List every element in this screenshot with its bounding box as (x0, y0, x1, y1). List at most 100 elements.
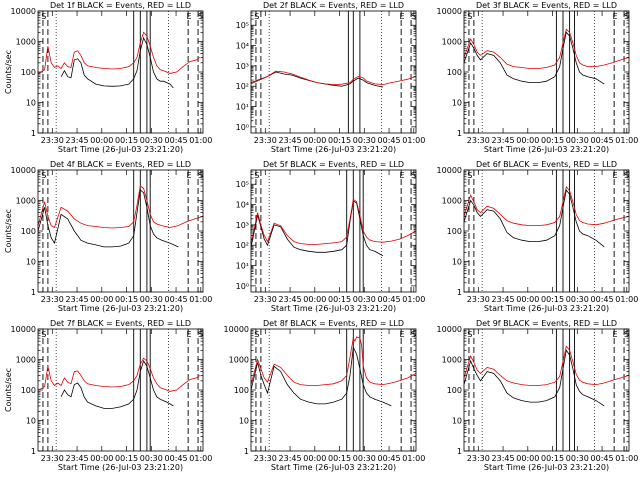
x-axis-label: Start Time (26-Jul-03 23:21:20) (484, 463, 609, 472)
x-tick-label: 00:30 (353, 454, 376, 463)
y-tick-label: 1 (31, 447, 36, 456)
x-tick-label: 23:45 (279, 454, 302, 463)
corner-tag: S (254, 330, 259, 339)
y-tick-label: 10 (26, 99, 36, 108)
corner-tag: S (254, 12, 259, 21)
corner-tag: S (41, 12, 46, 21)
y-tick-label: 1000 (16, 197, 36, 206)
y-tick-label: 10⁴ (236, 42, 249, 51)
y-tick-label: 100 (21, 386, 36, 395)
x-tick-label: 00:45 (378, 295, 401, 304)
x-tick-label: 23:30 (254, 454, 277, 463)
y-tick-label: 1 (31, 288, 36, 297)
corner-tag: S (198, 171, 203, 180)
x-axis-label: Start Time (26-Jul-03 23:21:20) (484, 145, 609, 154)
corner-tag: S (624, 12, 629, 21)
x-axis-label: Start Time (26-Jul-03 23:21:20) (58, 304, 183, 313)
y-tick-label: 10⁵ (236, 21, 249, 30)
y-tick-label: 1000 (16, 38, 36, 47)
series-line-lld (250, 336, 417, 386)
x-tick-label: 23:45 (492, 295, 515, 304)
x-tick-label: 00:00 (516, 295, 539, 304)
y-tick-label: 1000 (16, 356, 36, 365)
y-axis-label: Counts/sec (4, 50, 13, 94)
corner-tag: S (411, 171, 416, 180)
corner-tag: S (198, 330, 203, 339)
x-tick-label: 00:45 (591, 295, 614, 304)
corner-tag: S (624, 171, 629, 180)
series-line-events (250, 346, 392, 407)
y-tick-label: 100 (234, 386, 249, 395)
plot-frame (37, 10, 204, 134)
series-line-events (250, 200, 384, 257)
y-tick-label: 10000 (224, 325, 249, 334)
panel-title: Det 4f BLACK = Events, RED = LLD (50, 160, 191, 169)
x-tick-label: 23:45 (492, 454, 515, 463)
y-tick-label: 1000 (442, 197, 462, 206)
y-tick-label: 1 (457, 288, 462, 297)
x-tick-label: 01:00 (189, 454, 212, 463)
plot-frame (37, 169, 204, 293)
series-line-lld (250, 198, 417, 245)
series-line-lld (463, 345, 630, 386)
series-line-lld (463, 186, 630, 227)
corner-tag: S (467, 12, 472, 21)
x-tick-label: 23:30 (41, 136, 64, 145)
x-tick-label: 00:30 (140, 136, 163, 145)
x-tick-label: 00:15 (115, 454, 138, 463)
x-tick-label: 23:45 (279, 136, 302, 145)
plot-frame (463, 328, 630, 452)
x-tick-label: 00:45 (165, 136, 188, 145)
x-tick-label: 00:00 (303, 136, 326, 145)
x-tick-label: 00:00 (90, 136, 113, 145)
x-tick-label: 23:45 (492, 136, 515, 145)
x-tick-label: 00:45 (165, 454, 188, 463)
corner-tag: E (613, 12, 618, 21)
x-tick-label: 01:00 (402, 454, 425, 463)
x-tick-label: 00:00 (303, 295, 326, 304)
x-tick-label: 00:00 (90, 295, 113, 304)
series-line-events (60, 36, 174, 89)
x-axis-label: Start Time (26-Jul-03 23:21:20) (271, 463, 396, 472)
panel-title: Det 1f BLACK = Events, RED = LLD (50, 1, 191, 10)
x-tick-label: 00:00 (90, 454, 113, 463)
x-axis-label: Start Time (26-Jul-03 23:21:20) (271, 304, 396, 313)
x-tick-label: 00:15 (328, 295, 351, 304)
corner-tag: S (198, 12, 203, 21)
series-line-lld (37, 357, 200, 392)
y-tick-label: 1 (31, 129, 36, 138)
corner-tag: S (624, 330, 629, 339)
panel-title: Det 5f BLACK = Events, RED = LLD (263, 160, 404, 169)
y-tick-label: 1 (457, 447, 462, 456)
x-tick-label: 01:00 (615, 454, 638, 463)
x-tick-label: 00:30 (353, 136, 376, 145)
panel-title: Det 2f BLACK = Events, RED = LLD (263, 1, 404, 10)
x-tick-label: 00:30 (566, 136, 589, 145)
y-tick-label: 10² (236, 82, 249, 91)
y-tick-label: 10 (26, 258, 36, 267)
x-tick-label: 01:00 (615, 136, 638, 145)
y-tick-label: 1 (244, 447, 249, 456)
y-tick-label: 10⁴ (236, 201, 249, 210)
y-tick-label: 10 (452, 417, 462, 426)
x-tick-label: 23:45 (279, 295, 302, 304)
x-tick-label: 23:30 (254, 136, 277, 145)
x-tick-label: 00:45 (591, 454, 614, 463)
y-tick-label: 10 (26, 417, 36, 426)
x-axis-label: Start Time (26-Jul-03 23:21:20) (484, 304, 609, 313)
y-tick-label: 100 (21, 68, 36, 77)
series-line-events (60, 359, 174, 409)
x-tick-label: 00:15 (541, 136, 564, 145)
x-tick-label: 01:00 (615, 295, 638, 304)
series-line-events (37, 189, 179, 248)
x-tick-label: 23:30 (41, 295, 64, 304)
x-tick-label: 01:00 (189, 136, 212, 145)
x-tick-label: 23:45 (66, 295, 89, 304)
